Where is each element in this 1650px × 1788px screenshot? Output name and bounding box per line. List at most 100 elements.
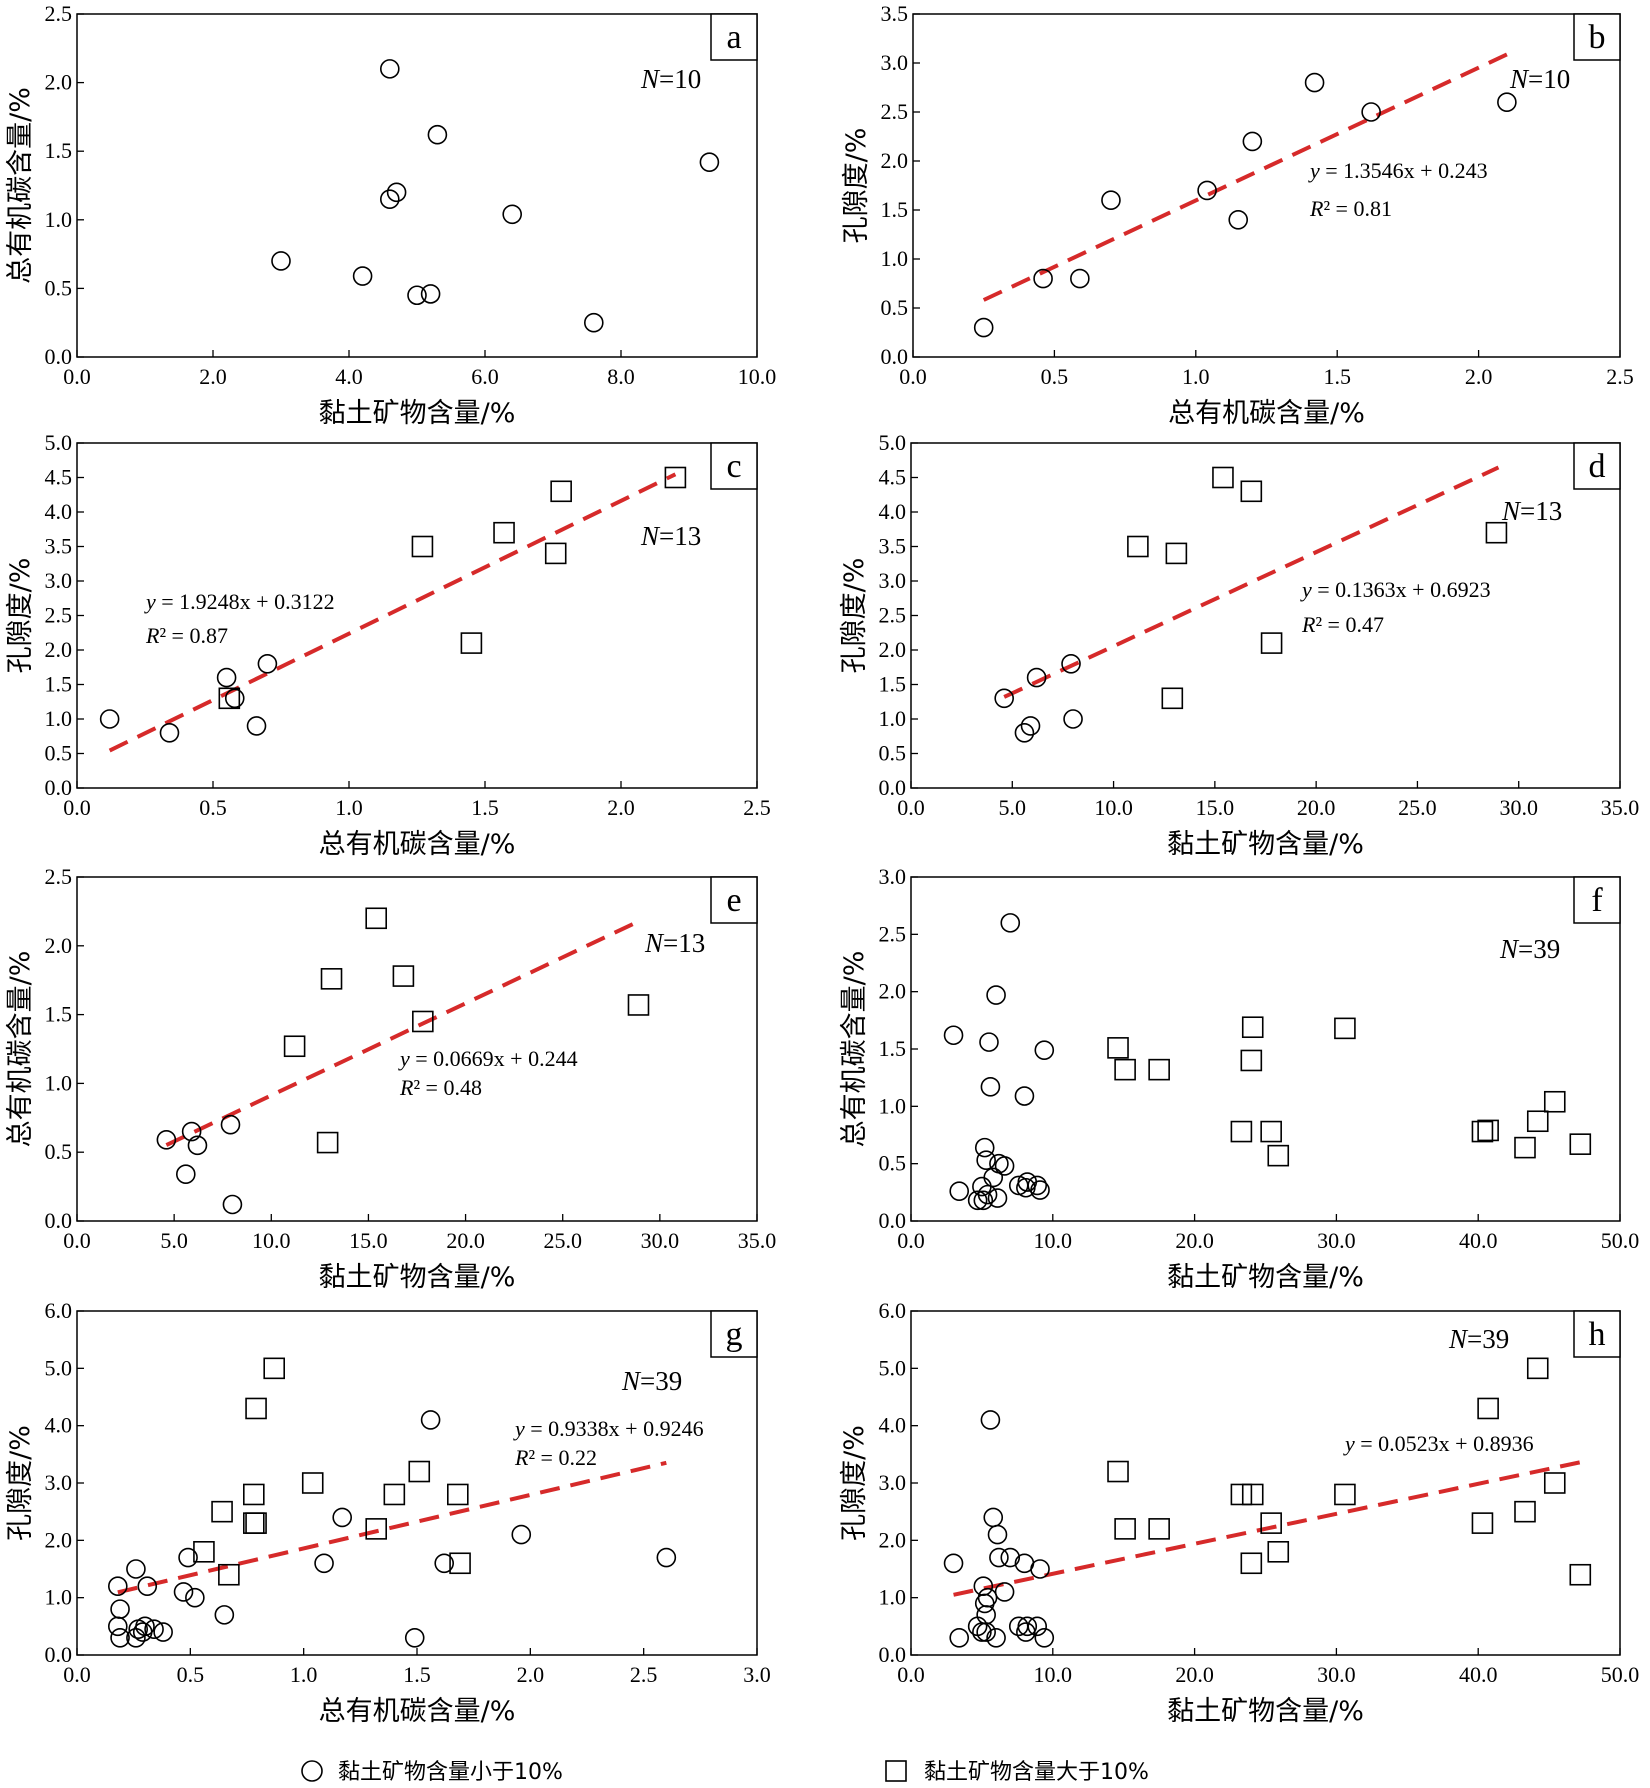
x-tick-label: 0.5 <box>1041 364 1069 389</box>
x-tick-label: 0.0 <box>63 1662 91 1687</box>
x-tick-label: 25.0 <box>1398 795 1437 820</box>
data-point-circle <box>976 1150 996 1171</box>
y-tick-label: 3.5 <box>881 1 909 26</box>
y-tick-label: 5.0 <box>45 430 73 455</box>
trend-line <box>982 52 1508 302</box>
y-tick-label: 1.5 <box>881 197 909 222</box>
trend-line <box>165 918 642 1147</box>
x-tick-label: 0.0 <box>63 364 91 389</box>
panel-b: 0.0 0.5 1.0 1.5 2.0 2.5 0.0 0.5 1.0 1.5 2.0 2.5 3.0 3… <box>841 1 1634 429</box>
y-tick-label: 4.0 <box>45 499 73 524</box>
data-point-circle <box>1063 709 1083 729</box>
y-axis-title: 孔隙度/% <box>839 558 870 674</box>
data-point-circle <box>332 1507 353 1528</box>
data-point-circle <box>1026 667 1047 688</box>
regression-equation: y = 0.1363x + 0.6923 <box>1300 577 1491 602</box>
panel-label-box <box>710 1310 758 1358</box>
data-point-square <box>493 521 515 544</box>
sample-count-label: N=10 <box>1509 64 1570 94</box>
data-point-circle <box>135 1616 155 1637</box>
data-point-circle <box>980 1410 1001 1430</box>
y-tick-label: 2.5 <box>881 99 909 124</box>
data-point-square <box>1107 1037 1129 1059</box>
x-tick-label: 30.0 <box>1317 1228 1356 1253</box>
data-point-circle <box>126 1559 146 1579</box>
data-point-circle <box>986 1628 1006 1648</box>
data-point-circle <box>1027 1616 1048 1637</box>
y-tick-label: 2.5 <box>45 1 73 26</box>
x-tick-label: 2.5 <box>743 795 771 820</box>
data-point-circle <box>220 1114 241 1135</box>
data-point-square <box>316 1131 339 1154</box>
data-point-square <box>245 1397 267 1420</box>
data-point-square <box>1485 521 1508 544</box>
data-point-square <box>1477 1119 1499 1142</box>
data-point-circle <box>407 285 427 306</box>
y-tick-label: 3.0 <box>45 568 73 593</box>
data-point-circle <box>1197 180 1217 201</box>
y-tick-label: 0.5 <box>45 275 73 300</box>
data-point-circle <box>110 1628 130 1648</box>
data-point-circle <box>1014 1086 1035 1106</box>
data-point-square <box>1127 535 1149 558</box>
panel-label-box <box>1573 442 1621 490</box>
data-point-circle <box>994 688 1014 709</box>
x-tick-label: 25.0 <box>543 1228 582 1253</box>
y-tick-label: 5.0 <box>45 1355 73 1380</box>
y-tick-label: 0.0 <box>45 1642 73 1667</box>
data-point-square <box>446 1483 469 1506</box>
data-point-square <box>1114 1058 1136 1081</box>
data-point-circle <box>967 1190 988 1211</box>
x-axis-title: 黏土矿物含量/% <box>1167 829 1364 860</box>
trend-line <box>953 1460 1581 1597</box>
y-tick-label: 0.0 <box>879 1208 907 1233</box>
data-point-circle <box>979 1032 999 1052</box>
legend-square-marker <box>885 1760 907 1782</box>
data-point-square <box>301 1472 324 1494</box>
panel-a: 0.0 2.0 4.0 6.0 8.0 10.0 0.0 0.5 1.0 1.5 2.0 2.5 黏土矿… <box>5 1 776 429</box>
data-point-circle <box>1034 1040 1055 1060</box>
y-tick-label: 2.0 <box>45 933 73 958</box>
x-tick-label: 20.0 <box>446 1228 485 1253</box>
panel-label: h <box>1589 1316 1606 1353</box>
data-point-circle <box>989 1547 1009 1568</box>
data-point-circle <box>1014 722 1035 743</box>
x-tick-label: 2.0 <box>199 364 227 389</box>
data-point-circle <box>1061 653 1081 674</box>
data-point-circle <box>511 1524 532 1545</box>
data-point-square <box>218 1563 240 1586</box>
data-point-circle <box>379 189 400 210</box>
y-tick-label: 4.0 <box>879 499 907 524</box>
y-tick-label: 2.0 <box>879 637 907 662</box>
data-point-square <box>193 1541 215 1563</box>
data-point-circle <box>502 204 523 225</box>
data-point-circle <box>983 1167 1004 1188</box>
data-point-square <box>1569 1133 1592 1155</box>
data-point-circle <box>108 1576 128 1596</box>
regression-equation: y = 1.3546x + 0.243 <box>1308 158 1488 183</box>
x-tick-label: 35.0 <box>738 1228 777 1253</box>
x-tick-label: 2.5 <box>630 1662 658 1687</box>
data-point-circle <box>1228 210 1249 230</box>
x-tick-label: 35.0 <box>1601 795 1640 820</box>
data-point-square <box>383 1483 406 1506</box>
x-tick-label: 8.0 <box>607 364 635 389</box>
panel-label: g <box>726 1316 743 1353</box>
y-tick-label: 0.5 <box>45 1139 73 1164</box>
y-axis-title: 孔隙度/% <box>839 1425 870 1541</box>
x-tick-label: 1.0 <box>1182 364 1210 389</box>
data-point-square <box>460 632 483 654</box>
data-point-square <box>544 542 567 565</box>
x-tick-label: 50.0 <box>1601 1228 1640 1253</box>
x-tick-label: 50.0 <box>1601 1662 1640 1687</box>
y-tick-label: 2.0 <box>45 637 73 662</box>
plot-frame <box>76 13 758 358</box>
x-tick-label: 30.0 <box>1499 795 1538 820</box>
y-tick-label: 1.0 <box>45 1070 73 1095</box>
y-tick-label: 1.0 <box>879 706 907 731</box>
data-point-circle <box>187 1135 208 1156</box>
data-point-circle <box>1000 913 1021 933</box>
y-tick-label: 5.0 <box>879 1355 907 1380</box>
panel-label: a <box>726 19 741 56</box>
